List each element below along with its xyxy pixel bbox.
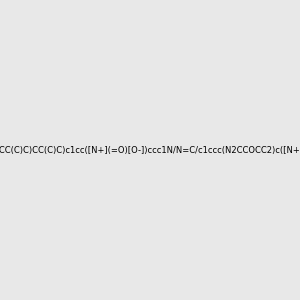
Text: O=S(=O)(N(CC(C)C)CC(C)C)c1cc([N+](=O)[O-])ccc1N/N=C/c1ccc(N2CCOCC2)c([N+](=O)[O-: O=S(=O)(N(CC(C)C)CC(C)C)c1cc([N+](=O)[O-…	[0, 146, 300, 154]
